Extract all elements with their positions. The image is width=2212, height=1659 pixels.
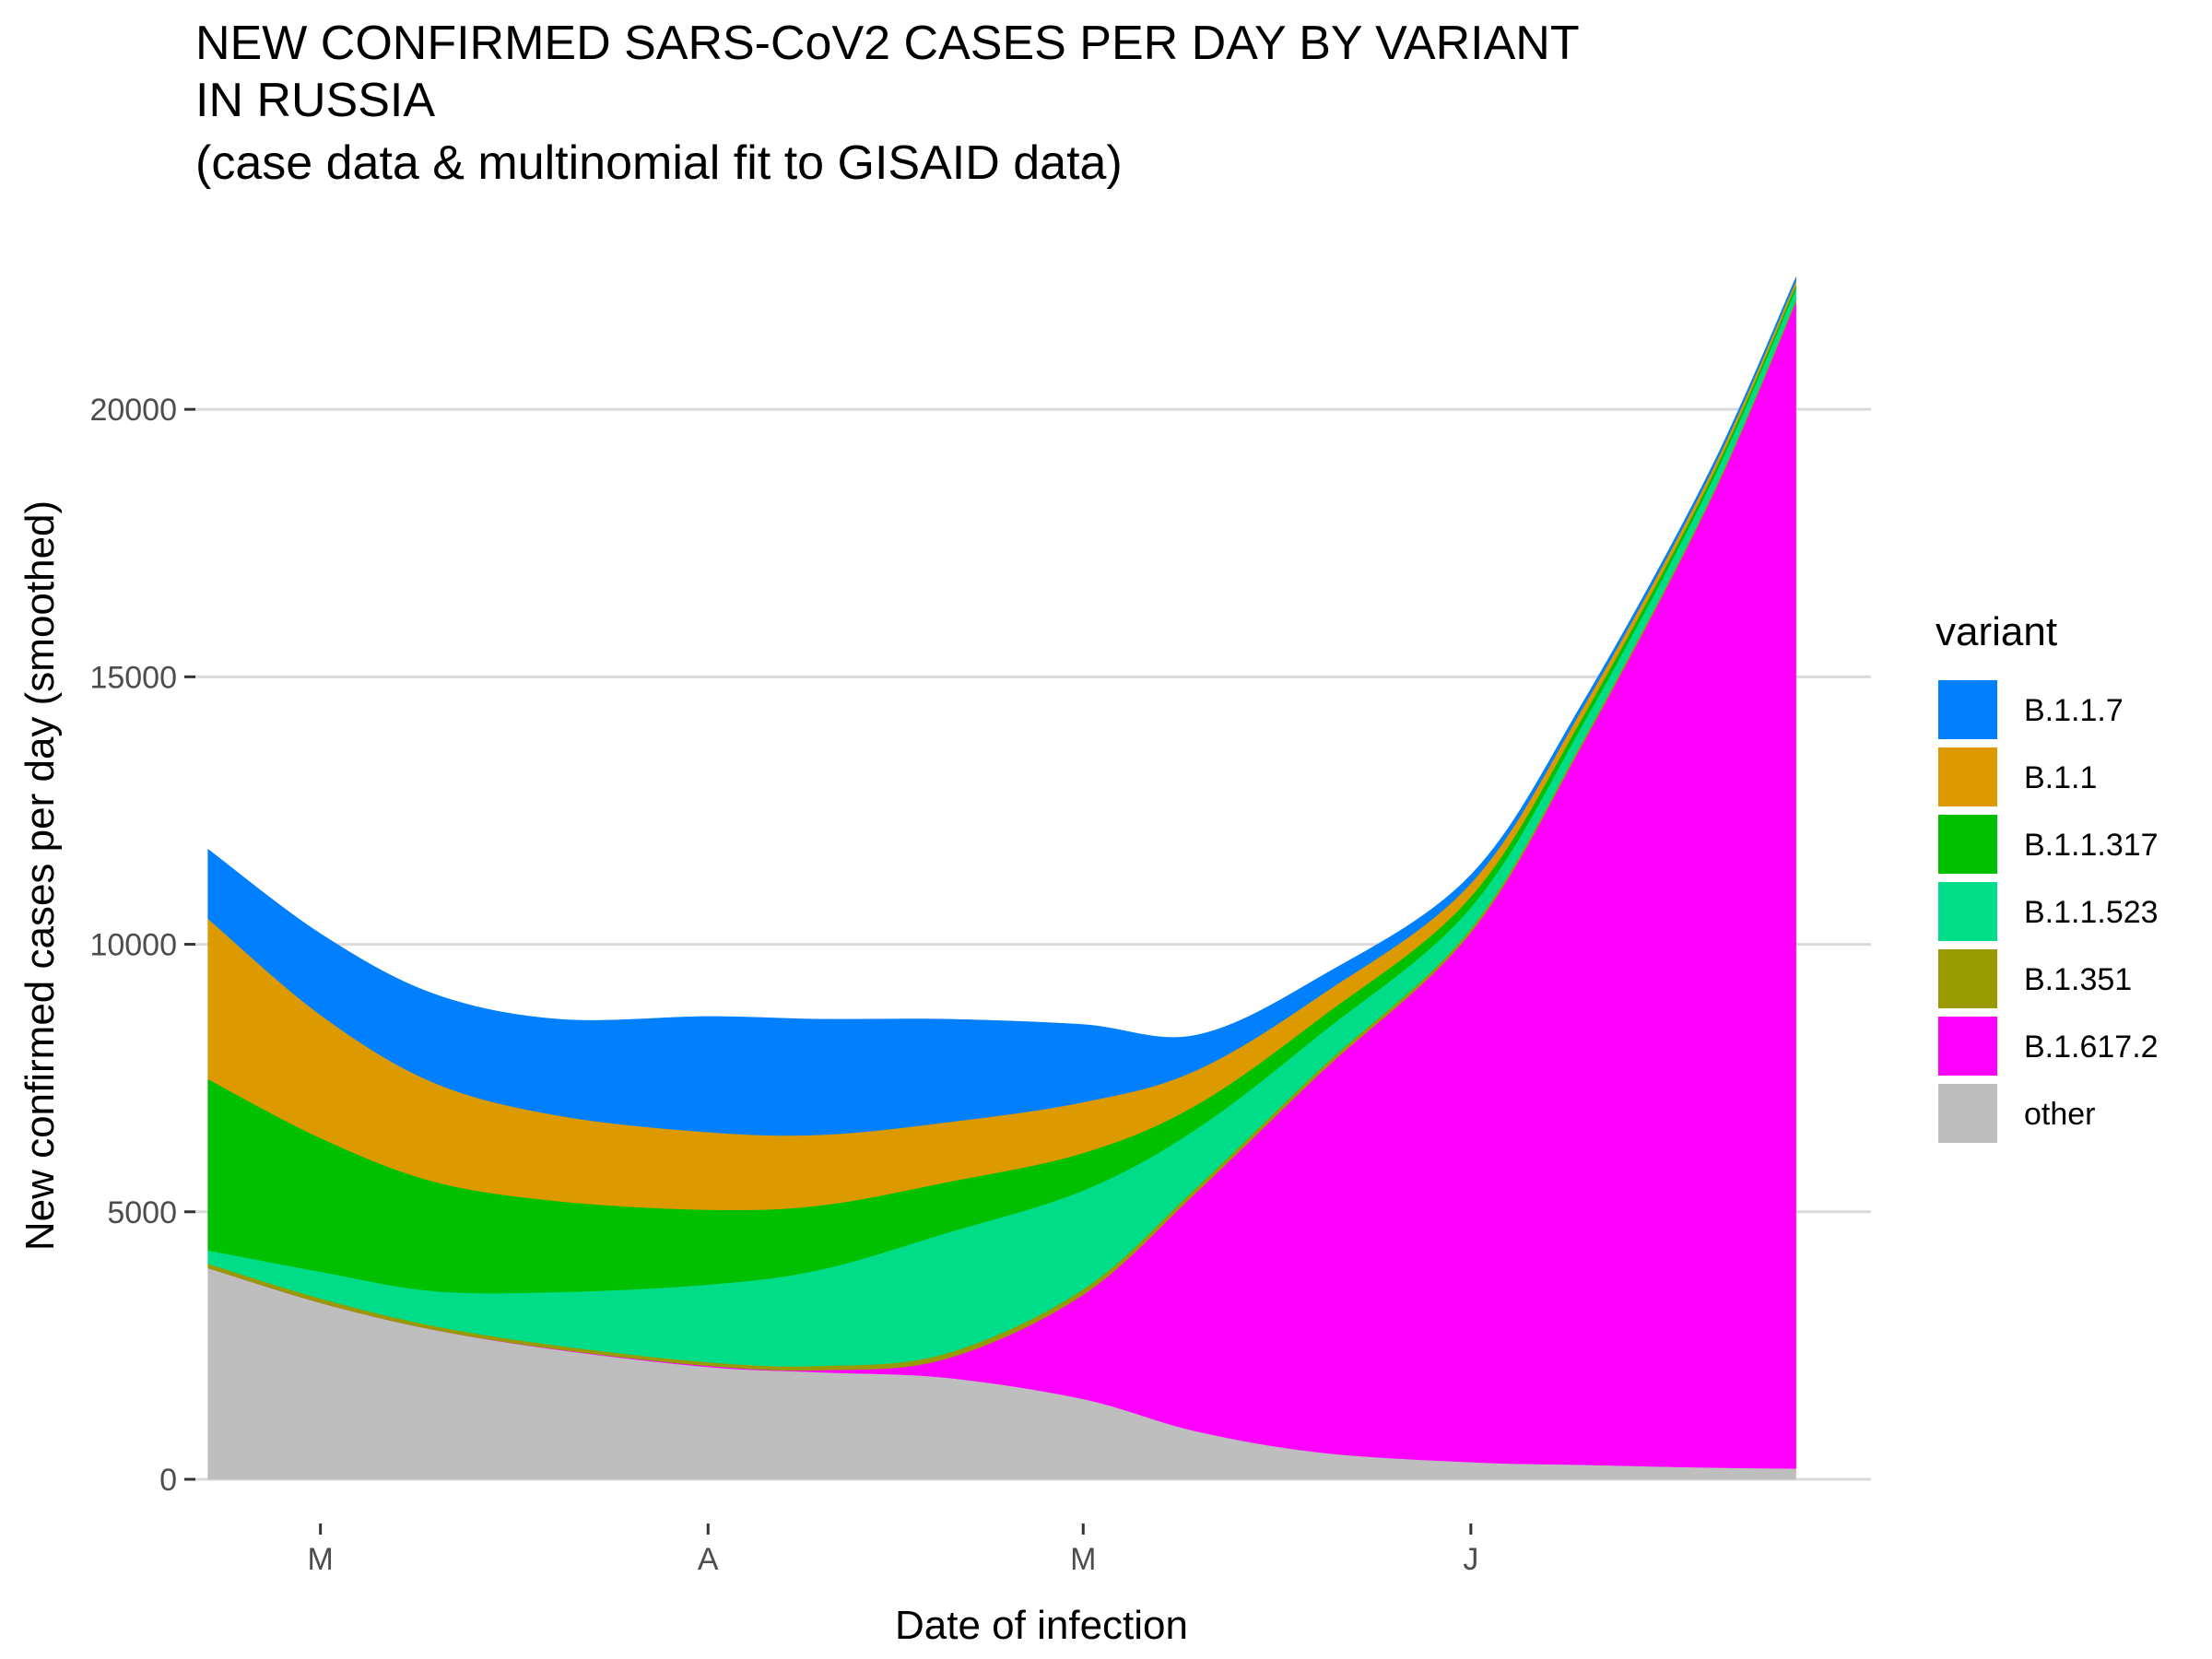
x-tick-label-1: A bbox=[698, 1542, 719, 1577]
y-tick-label-4: 20000 bbox=[89, 393, 177, 428]
y-tick-label-1: 5000 bbox=[107, 1195, 177, 1230]
legend-swatch-B-1-1-317 bbox=[1938, 815, 1997, 874]
legend-swatch-B-1-1-523 bbox=[1938, 882, 1997, 941]
plot-areas bbox=[207, 276, 1796, 1480]
chart-title: NEW CONFIRMED SARS-CoV2 CASES PER DAY BY… bbox=[195, 17, 1580, 190]
chart-title-line-1: NEW CONFIRMED SARS-CoV2 CASES PER DAY BY… bbox=[195, 17, 1580, 70]
legend-label-B-1-1: B.1.1 bbox=[2024, 760, 2097, 795]
y-tick-label-2: 10000 bbox=[89, 928, 177, 963]
area-B-1-1-7 bbox=[207, 276, 1796, 1136]
legend-label-other: other bbox=[2024, 1097, 2096, 1132]
legend-swatch-B-1-1 bbox=[1938, 747, 1997, 806]
legend-swatch-B-1-1-7 bbox=[1938, 680, 1997, 739]
chart-subtitle: (case data & multinomial fit to GISAID d… bbox=[195, 136, 1123, 190]
legend-swatch-B-1-617-2 bbox=[1938, 1017, 1997, 1076]
legend: variant B.1.1.7 B.1.1 B.1.1.317 B.1.1.523 B.… bbox=[1936, 609, 2159, 1143]
y-tick-label-0: 0 bbox=[159, 1463, 177, 1498]
y-tick-label-3: 15000 bbox=[89, 660, 177, 695]
legend-swatch-B-1-351 bbox=[1938, 949, 1997, 1008]
y-axis-ticks: 0 5000 10000 15000 20000 bbox=[89, 393, 195, 1498]
legend-title: variant bbox=[1936, 609, 2057, 654]
y-axis-title: New confirmed cases per day (smoothed) bbox=[18, 500, 63, 1251]
legend-label-B-1-617-2: B.1.617.2 bbox=[2024, 1030, 2159, 1065]
legend-label-B-1-1-7: B.1.1.7 bbox=[2024, 693, 2124, 728]
legend-label-B-1-1-317: B.1.1.317 bbox=[2024, 828, 2159, 863]
legend-swatch-other bbox=[1938, 1084, 1997, 1143]
legend-label-B-1-1-523: B.1.1.523 bbox=[2024, 895, 2159, 930]
x-tick-label-0: M bbox=[308, 1542, 334, 1577]
legend-label-B-1-351: B.1.351 bbox=[2024, 962, 2132, 997]
chart-title-line-2: IN RUSSIA bbox=[195, 74, 435, 127]
x-tick-label-2: M bbox=[1070, 1542, 1096, 1577]
x-axis-title: Date of infection bbox=[895, 1603, 1188, 1648]
x-tick-label-3: J bbox=[1463, 1542, 1478, 1577]
